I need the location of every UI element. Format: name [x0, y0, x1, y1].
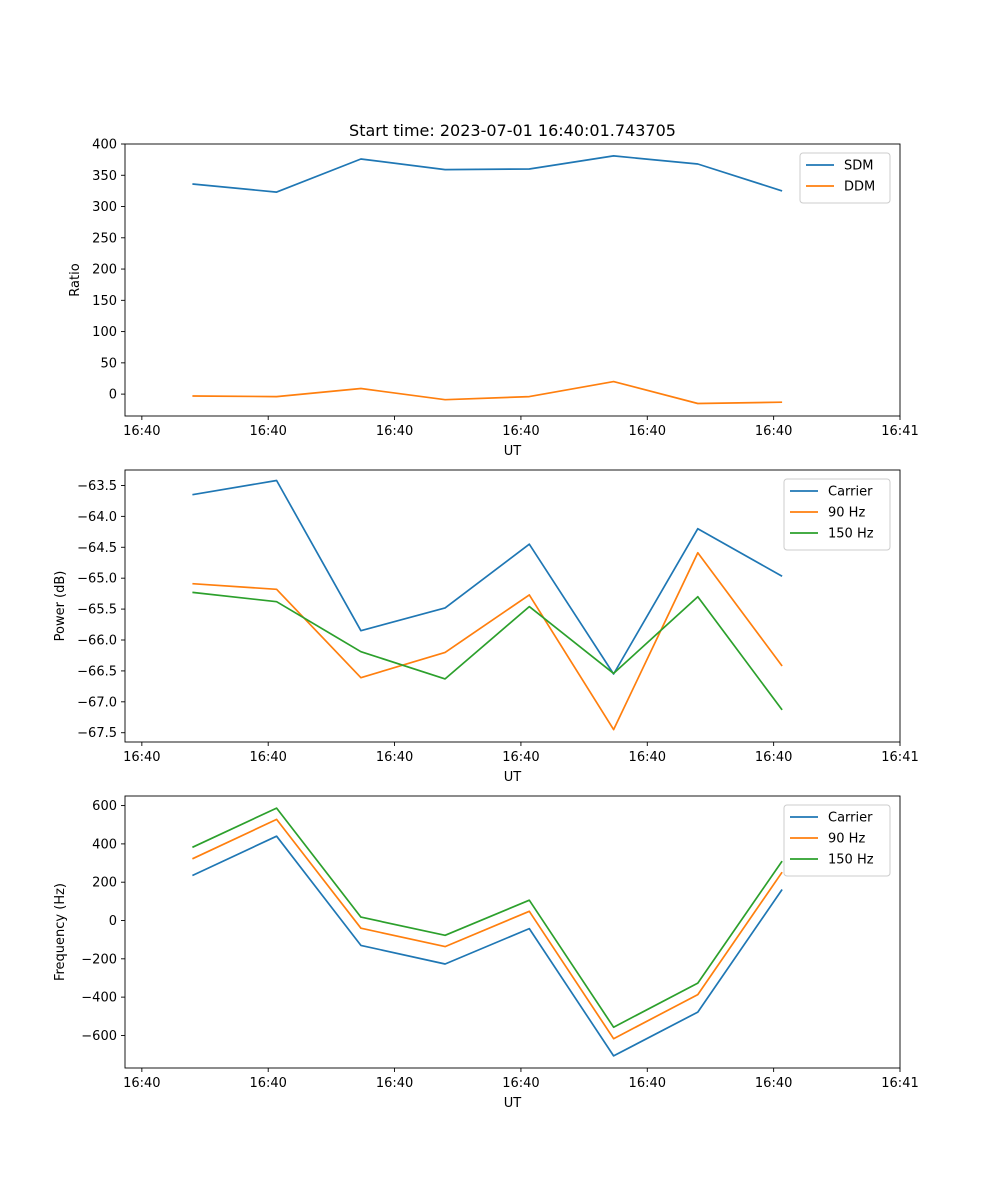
power-x-tick-label: 16:40 [502, 750, 539, 765]
ratio-x-tick-label: 16:40 [123, 424, 160, 439]
ratio-y-tick-label: 400 [92, 138, 117, 153]
power-y-tick-label: −64.5 [77, 541, 117, 556]
frequency-series-150-hz-line [192, 807, 783, 1029]
frequency-y-tick-label: 400 [92, 837, 117, 852]
ratio-x-tick-label: 16:40 [629, 424, 666, 439]
frequency-series-carrier-line [192, 835, 783, 1057]
power-x-tick-label: 16:40 [629, 750, 666, 765]
power-x-tick-label: 16:41 [881, 750, 918, 765]
power-x-tick-label: 16:40 [376, 750, 413, 765]
ratio-axes-frame [124, 143, 901, 417]
power-y-tick-label: −65.5 [77, 603, 117, 618]
frequency-y-tick-label: 600 [92, 799, 117, 814]
frequency-x-tick-label: 16:40 [376, 1076, 413, 1091]
power-series-carrier-line [192, 479, 783, 675]
frequency-x-tick-label: 16:40 [755, 1076, 792, 1091]
ratio-y-tick-label: 150 [92, 294, 117, 309]
ratio-x-tick-label: 16:40 [376, 424, 413, 439]
frequency-y-axis-label: Frequency (Hz) [53, 883, 68, 981]
ratio-panel: 16:40 16:40 16:40 16:40 16:40 16:40 16:41 0 50 10… [68, 138, 919, 460]
ratio-y-tick-label: 100 [92, 325, 117, 340]
power-series-150-hz-line [192, 591, 783, 711]
power-panel: 16:40 16:40 16:40 16:40 16:40 16:40 16:41 −63.5… [53, 469, 919, 785]
frequency-y-tick-label: 0 [109, 914, 117, 929]
frequency-x-axis-label: UT [504, 1096, 522, 1111]
frequency-axes-frame [124, 795, 901, 1069]
ratio-y-tick-label: 50 [100, 356, 117, 371]
frequency-panel: 16:40 16:40 16:40 16:40 16:40 16:40 16:41 600 40… [53, 795, 919, 1111]
power-axes-frame [124, 469, 901, 743]
ratio-y-axis-label: Ratio [68, 263, 83, 296]
power-y-tick-label: −65.0 [77, 572, 117, 587]
power-x-tick-label: 16:40 [249, 750, 286, 765]
power-y-tick-label: −67.0 [77, 695, 117, 710]
ratio-y-tick-label: 200 [92, 263, 117, 278]
frequency-x-tick-label: 16:40 [123, 1076, 160, 1091]
frequency-series-90-hz-line [192, 818, 783, 1040]
power-legend-label-150-hz: 150 Hz [828, 527, 874, 542]
ratio-y-tick-label: 0 [109, 388, 117, 403]
frequency-y-tick-label: 200 [92, 876, 117, 891]
power-legend-label-90-hz: 90 Hz [828, 506, 865, 521]
power-y-axis-label: Power (dB) [53, 571, 68, 642]
frequency-legend-label-carrier: Carrier [828, 811, 873, 826]
ratio-x-tick-label: 16:40 [502, 424, 539, 439]
frequency-legend-label-150-hz: 150 Hz [828, 853, 874, 868]
power-x-tick-label: 16:40 [123, 750, 160, 765]
power-y-tick-label: −64.0 [77, 510, 117, 525]
ratio-series-ddm-line [192, 380, 783, 405]
power-y-tick-label: −67.5 [77, 726, 117, 741]
power-series-90-hz-line [192, 551, 783, 731]
power-legend-label-carrier: Carrier [828, 485, 873, 500]
chart-title: Start time: 2023-07-01 16:40:01.743705 [349, 121, 676, 140]
power-y-tick-label: −66.5 [77, 664, 117, 679]
frequency-y-tick-label: −600 [81, 1029, 117, 1044]
frequency-x-tick-label: 16:41 [881, 1076, 918, 1091]
frequency-x-tick-label: 16:40 [249, 1076, 286, 1091]
ratio-x-axis-label: UT [504, 444, 522, 459]
power-x-tick-label: 16:40 [755, 750, 792, 765]
power-y-tick-label: −63.5 [77, 479, 117, 494]
frequency-x-tick-label: 16:40 [629, 1076, 666, 1091]
power-x-axis-label: UT [504, 770, 522, 785]
ratio-y-tick-label: 300 [92, 200, 117, 215]
ratio-y-tick-label: 350 [92, 169, 117, 184]
frequency-x-tick-label: 16:40 [502, 1076, 539, 1091]
ratio-x-tick-label: 16:41 [881, 424, 918, 439]
ratio-x-tick-label: 16:40 [249, 424, 286, 439]
ratio-series-sdm-line [192, 155, 783, 193]
frequency-y-tick-label: −200 [81, 952, 117, 967]
power-y-tick-label: −66.0 [77, 634, 117, 649]
frequency-y-tick-label: −400 [81, 991, 117, 1006]
ratio-y-tick-label: 250 [92, 231, 117, 246]
ratio-x-tick-label: 16:40 [755, 424, 792, 439]
frequency-legend-label-90-hz: 90 Hz [828, 832, 865, 847]
ratio-legend-label-sdm: SDM [844, 159, 873, 174]
ratio-legend-label-ddm: DDM [844, 180, 875, 195]
